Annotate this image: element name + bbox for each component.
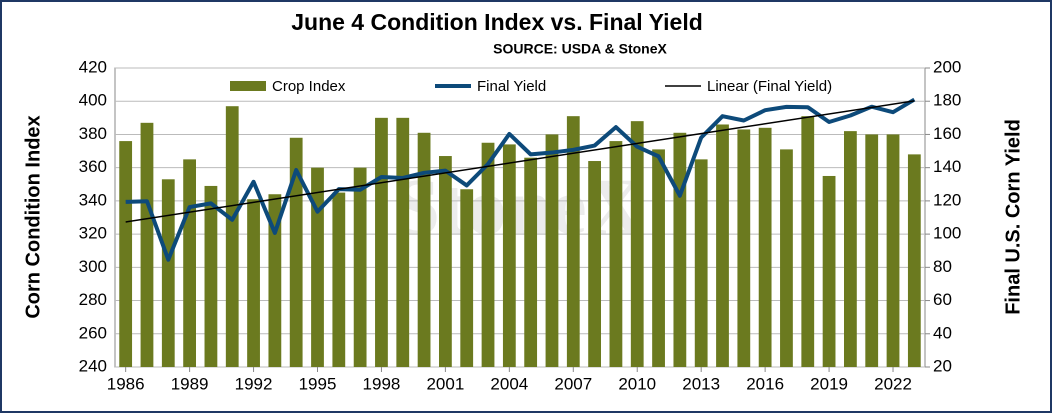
x-tick-label: 1995 [299, 374, 337, 393]
x-tick-label: 2013 [682, 374, 720, 393]
x-tick-label: 2016 [746, 374, 784, 393]
legend-label: Crop Index [272, 78, 346, 95]
bar [417, 132, 431, 367]
bar [822, 175, 836, 367]
legend-label: Final Yield [477, 78, 546, 95]
bar [907, 154, 921, 367]
x-tick-label: 2019 [810, 374, 848, 393]
x-tick-label: 2010 [618, 374, 656, 393]
bar [225, 106, 239, 367]
bar [844, 131, 857, 367]
chart-subtitle: SOURCE: USDA & StoneX [493, 41, 667, 57]
y-tick-label: 240 [79, 356, 107, 375]
y-tick-label: 320 [79, 224, 107, 243]
y-tick-label: 340 [79, 190, 107, 209]
y-axis-label: Corn Condition Index [22, 115, 44, 318]
bar [481, 142, 495, 367]
bar [332, 192, 346, 367]
y-tick-label: 380 [79, 124, 107, 143]
x-tick-label: 2007 [554, 374, 592, 393]
y-tick-label: 360 [79, 157, 107, 176]
y2-tick-label: 120 [933, 190, 961, 209]
bar [140, 122, 154, 367]
bar [502, 144, 516, 367]
legend-label: Linear (Final Yield) [707, 78, 832, 95]
bar [630, 121, 644, 368]
y2-tick-label: 40 [933, 323, 952, 342]
bar [566, 116, 580, 367]
bar [545, 134, 559, 367]
watermark: StoneX [396, 163, 645, 251]
y2-tick-label: 160 [933, 124, 961, 143]
y-tick-label: 280 [79, 290, 107, 309]
y2-axis-label: Final U.S. Corn Yield [1002, 119, 1024, 315]
y-tick-label: 420 [79, 57, 107, 76]
bar [588, 161, 601, 367]
yield-line [125, 97, 916, 262]
x-tick-label: 1998 [363, 374, 401, 393]
bar [439, 156, 452, 367]
legend-swatch [230, 81, 266, 91]
y2-tick-label: 20 [933, 356, 952, 375]
chart-title: June 4 Condition Index vs. Final Yield [291, 9, 703, 35]
y2-tick-label: 200 [933, 57, 961, 76]
bar [886, 134, 900, 367]
bar [353, 167, 367, 367]
bar [268, 194, 282, 367]
bar [609, 141, 623, 367]
bar [204, 185, 218, 367]
x-tick-label: 2004 [490, 374, 528, 393]
bar [865, 134, 879, 367]
y2-tick-label: 180 [933, 91, 961, 110]
y-tick-label: 300 [79, 257, 107, 276]
bar [183, 159, 196, 367]
bar [673, 132, 687, 367]
x-tick-label: 2022 [874, 374, 912, 393]
bar [694, 159, 708, 367]
bar [737, 129, 751, 367]
y-tick-label: 260 [79, 323, 107, 342]
bar [460, 189, 474, 367]
y2-tick-label: 80 [933, 257, 952, 276]
bar [524, 157, 538, 367]
x-tick-label: 1992 [235, 374, 273, 393]
y2-tick-label: 60 [933, 290, 952, 309]
y2-tick-label: 100 [933, 224, 961, 243]
bar [161, 179, 175, 367]
bar [247, 199, 260, 367]
bar [119, 141, 133, 367]
y2-tick-label: 140 [933, 157, 961, 176]
bar [375, 117, 388, 367]
bar [780, 149, 793, 367]
bar [652, 149, 665, 367]
x-tick-label: 2001 [426, 374, 464, 393]
bar [758, 127, 772, 367]
bar [396, 117, 410, 367]
trend-line [125, 100, 915, 223]
x-tick-label: 1986 [107, 374, 145, 393]
y-tick-label: 400 [79, 91, 107, 110]
bar [311, 167, 324, 367]
x-tick-label: 1989 [171, 374, 209, 393]
bar [801, 116, 815, 367]
bar [716, 124, 729, 367]
